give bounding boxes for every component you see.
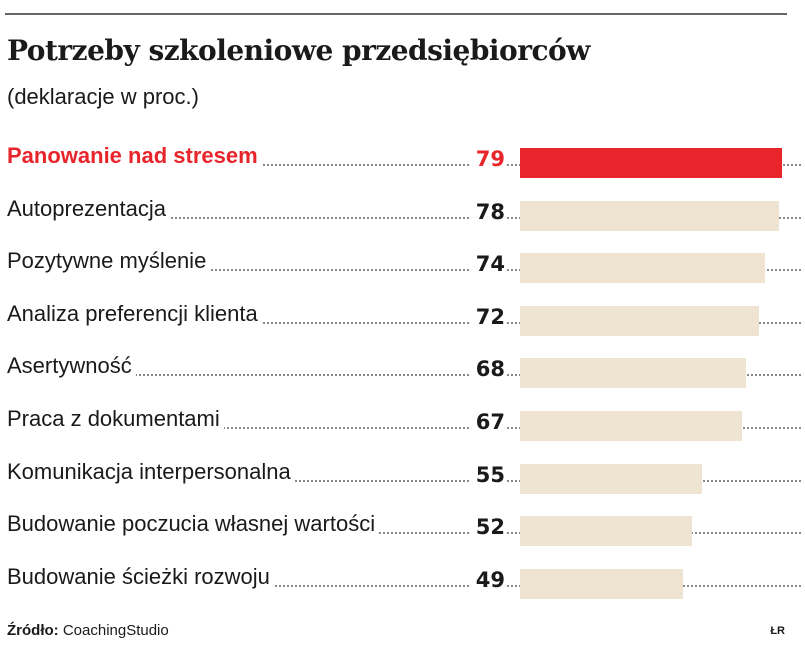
value-label: 55 <box>469 462 505 487</box>
value-label: 49 <box>469 567 505 592</box>
category-label: Komunikacja interpersonalna <box>7 458 295 485</box>
category-label: Panowanie nad stresem <box>7 143 262 169</box>
dotted-leader <box>10 164 801 166</box>
bar <box>520 568 683 599</box>
category-label: Pozytywne myślenie <box>7 248 211 275</box>
dotted-leader <box>10 321 801 324</box>
category-label: Analiza preferencji klienta <box>7 300 262 327</box>
category-label: Autoprezentacja <box>7 195 170 222</box>
dotted-leader <box>10 374 801 377</box>
bar <box>520 253 766 284</box>
value-label: 67 <box>469 410 505 434</box>
chart-row: Panowanie nad stresem 79 <box>0 128 805 180</box>
category-label: Budowanie poczucia własnej wartości <box>7 511 380 538</box>
source-label: Źródło: <box>7 622 59 639</box>
value-label: 74 <box>469 252 505 277</box>
value-label: 79 <box>469 147 505 171</box>
dotted-leader <box>10 479 801 482</box>
bar <box>520 411 743 441</box>
dotted-leader <box>10 216 801 219</box>
chart-row: Pozytywne myślenie 74 <box>0 233 805 285</box>
value-label: 68 <box>469 357 505 382</box>
value-label: 52 <box>469 515 505 540</box>
chart-row: Budowanie ścieżki rozwoju 49 <box>0 549 805 601</box>
author-credit: ŁR <box>770 625 785 637</box>
bar <box>520 305 759 336</box>
top-rule <box>5 13 787 15</box>
dotted-leader <box>10 427 801 429</box>
chart-row: Komunikacja interpersonalna 55 <box>0 444 805 496</box>
category-label: Asertywność <box>7 353 136 380</box>
chart-subtitle: (deklaracje w proc.) <box>7 84 199 109</box>
source-note: Źródło: CoachingStudio <box>7 622 169 639</box>
bar <box>520 463 703 494</box>
dotted-leader <box>10 269 801 272</box>
chart-row: Asertywność 68 <box>0 338 805 390</box>
bar <box>520 148 782 178</box>
chart-row: Analiza preferencji klienta 72 <box>0 286 805 338</box>
dotted-leader <box>10 532 801 535</box>
category-label: Budowanie ścieżki rozwoju <box>7 563 274 590</box>
category-label: Praca z dokumentami <box>7 406 224 432</box>
bar <box>520 516 693 547</box>
chart-row: Praca z dokumentami 67 <box>0 391 805 443</box>
chart-title: Potrzeby szkoleniowe przedsiębiorców <box>7 34 590 67</box>
chart-row: Budowanie poczucia własnej wartości 52 <box>0 496 805 548</box>
source-name: CoachingStudio <box>62 622 169 639</box>
chart-row: Autoprezentacja 78 <box>0 181 805 233</box>
value-label: 78 <box>469 199 505 224</box>
bar <box>520 358 746 389</box>
dotted-leader <box>10 584 801 587</box>
bar <box>520 200 779 231</box>
value-label: 72 <box>469 304 505 329</box>
